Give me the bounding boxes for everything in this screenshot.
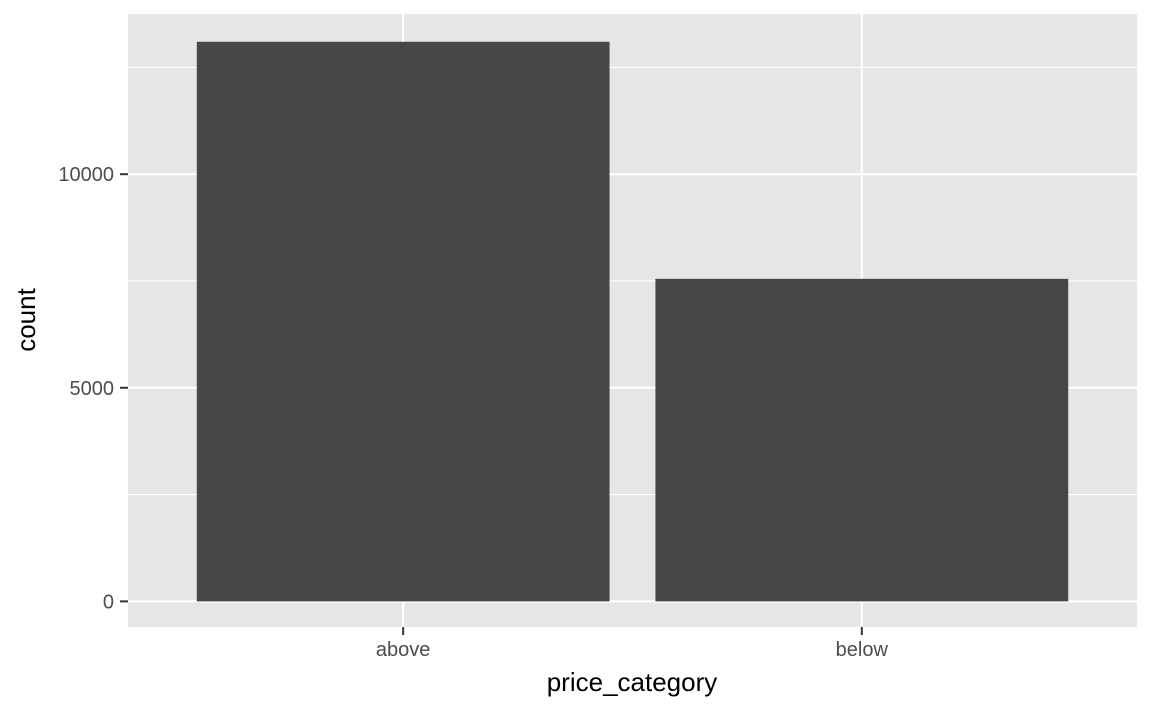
x-tick-label: above	[376, 639, 431, 661]
x-axis: above below	[376, 627, 889, 661]
y-tick-label: 0	[103, 591, 114, 613]
y-axis: 0 5000 10000	[58, 164, 128, 613]
y-axis-title: count	[11, 287, 41, 351]
bars	[196, 41, 1069, 602]
y-tick-label: 10000	[58, 164, 114, 186]
x-tick-label: below	[836, 639, 889, 661]
x-axis-title: price_category	[547, 667, 718, 697]
bar-below	[655, 278, 1069, 602]
y-tick-label: 5000	[70, 378, 115, 400]
bar-above	[196, 41, 610, 602]
